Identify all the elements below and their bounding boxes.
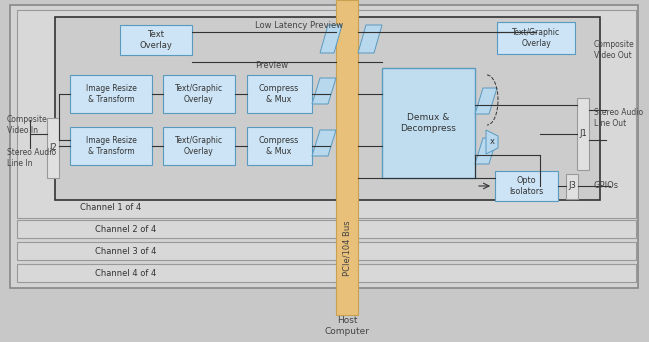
- Bar: [495, 171, 558, 201]
- Text: Low Latency Preview: Low Latency Preview: [255, 21, 343, 29]
- Text: Compress
& Mux: Compress & Mux: [259, 136, 299, 156]
- Text: Image Resize
& Transform: Image Resize & Transform: [86, 84, 136, 104]
- Polygon shape: [475, 88, 497, 114]
- Polygon shape: [320, 25, 342, 53]
- Polygon shape: [358, 25, 382, 53]
- Bar: [17, 10, 636, 218]
- Bar: [47, 118, 59, 178]
- Text: PCIe/104 Bus: PCIe/104 Bus: [343, 220, 352, 276]
- Text: Host
Computer: Host Computer: [324, 316, 369, 336]
- Text: x: x: [489, 137, 495, 146]
- Text: Text/Graphic
Overlay: Text/Graphic Overlay: [175, 136, 223, 156]
- Bar: [247, 127, 312, 165]
- Bar: [163, 127, 235, 165]
- Bar: [163, 75, 235, 113]
- Bar: [17, 220, 636, 238]
- Text: Compress
& Mux: Compress & Mux: [259, 84, 299, 104]
- Text: Composite
Video In: Composite Video In: [7, 115, 48, 135]
- Bar: [55, 17, 600, 200]
- Bar: [577, 98, 589, 170]
- Text: Preview: Preview: [255, 61, 288, 69]
- Bar: [17, 242, 636, 260]
- Polygon shape: [312, 78, 336, 104]
- Bar: [70, 75, 152, 113]
- Text: Text
Overlay: Text Overlay: [140, 30, 173, 50]
- Text: J3: J3: [568, 182, 576, 190]
- Text: Demux &
Decompress: Demux & Decompress: [400, 113, 456, 133]
- Bar: [566, 174, 578, 199]
- Text: Text/Graphic
Overlay: Text/Graphic Overlay: [175, 84, 223, 104]
- Text: GPIOs: GPIOs: [594, 182, 619, 190]
- Text: Channel 2 of 4: Channel 2 of 4: [95, 224, 156, 234]
- Bar: [382, 68, 475, 178]
- Bar: [70, 127, 152, 165]
- Polygon shape: [486, 130, 498, 154]
- Text: Channel 4 of 4: Channel 4 of 4: [95, 268, 156, 277]
- Text: J2: J2: [49, 144, 57, 153]
- Text: Stereo Audio
Line Out: Stereo Audio Line Out: [594, 108, 643, 128]
- Bar: [336, 0, 358, 315]
- Text: Opto
Isolators: Opto Isolators: [509, 176, 543, 196]
- Text: Channel 1 of 4: Channel 1 of 4: [80, 202, 141, 211]
- Bar: [17, 264, 636, 282]
- Text: Channel 3 of 4: Channel 3 of 4: [95, 247, 156, 255]
- Polygon shape: [312, 130, 336, 156]
- Bar: [120, 25, 192, 55]
- Bar: [10, 5, 638, 288]
- Bar: [247, 75, 312, 113]
- Text: Stereo Audio
Line In: Stereo Audio Line In: [7, 148, 56, 168]
- Text: J1: J1: [579, 130, 587, 139]
- Polygon shape: [475, 138, 497, 164]
- Bar: [497, 22, 575, 54]
- Text: Text/Graphic
Overlay: Text/Graphic Overlay: [512, 28, 560, 48]
- Text: Composite
Video Out: Composite Video Out: [594, 40, 635, 60]
- Text: Image Resize
& Transform: Image Resize & Transform: [86, 136, 136, 156]
